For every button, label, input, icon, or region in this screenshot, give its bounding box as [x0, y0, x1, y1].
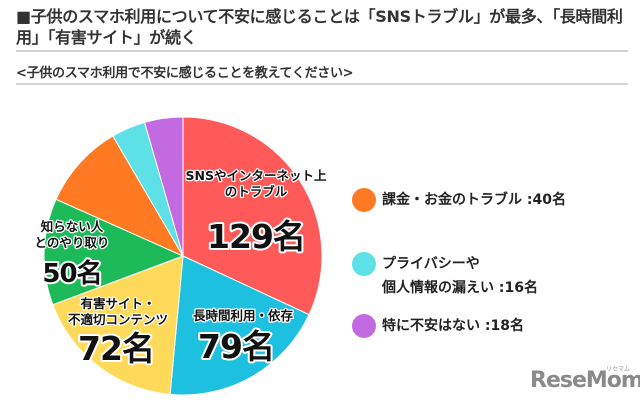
legend-dot-purple-icon: [352, 314, 376, 338]
slice-label-sns-2: のトラブル: [225, 184, 288, 199]
pie-slice-2: [52, 255, 184, 395]
pie-slices: [43, 116, 323, 396]
chart-question: <子供のスマホ利用で不安に感じることを教えてください>: [16, 66, 354, 81]
legend-label-no-worry: 特に不安はない :18名: [382, 318, 524, 334]
legend-label-billing: 課金・お金のトラブル :40名: [382, 192, 566, 208]
legend-item-billing: 課金・お金のトラブル :40名: [352, 188, 632, 212]
slice-label-sns: SNSやインターネット上: [186, 168, 327, 183]
slice-value-stranger: 50名: [42, 258, 101, 289]
slice-label-long-use: 長時間利用・依存: [193, 308, 294, 323]
slice-value-sns: 129名: [207, 217, 305, 256]
question-divider: [16, 83, 628, 85]
legend-dot-orange-icon: [352, 188, 376, 212]
resemom-logo: ReseMom: [530, 368, 640, 393]
legend-item-no-worry: 特に不安はない :18名: [352, 314, 632, 338]
legend-label-privacy-line1: プライバシーや: [382, 256, 480, 272]
slice-value-harmful: 72名: [78, 329, 154, 368]
slice-label-harmful-2: 不適切コンテンツ: [68, 312, 168, 327]
resemom-logo-kana: リセマム: [606, 366, 631, 373]
page-title: ■子供のスマホ利用について不安に感じることは「SNSトラブル」が最多、「長時間利…: [16, 7, 623, 47]
slice-label-stranger-2: とのやり取り: [35, 235, 110, 250]
slice-label-harmful: 有害サイト・: [80, 296, 155, 311]
pie-slice-4: [55, 135, 185, 258]
legend-dot-cyan-icon: [352, 252, 376, 276]
legend-label-privacy-line2: 個人情報の漏えい :16名: [382, 280, 538, 296]
slice-value-long-use: 79名: [198, 327, 274, 366]
pie-slice-6: [143, 116, 184, 257]
legend-item-privacy: プライバシーや 個人情報の漏えい :16名: [352, 252, 632, 300]
pie-slice-0: [182, 116, 323, 316]
title-divider: [16, 50, 628, 52]
legend-label-privacy: プライバシーや 個人情報の漏えい :16名: [382, 252, 538, 300]
slice-label-stranger: 知らない人: [40, 219, 104, 234]
pie-slice-1: [169, 255, 310, 396]
pie-slice-3: [43, 198, 185, 306]
